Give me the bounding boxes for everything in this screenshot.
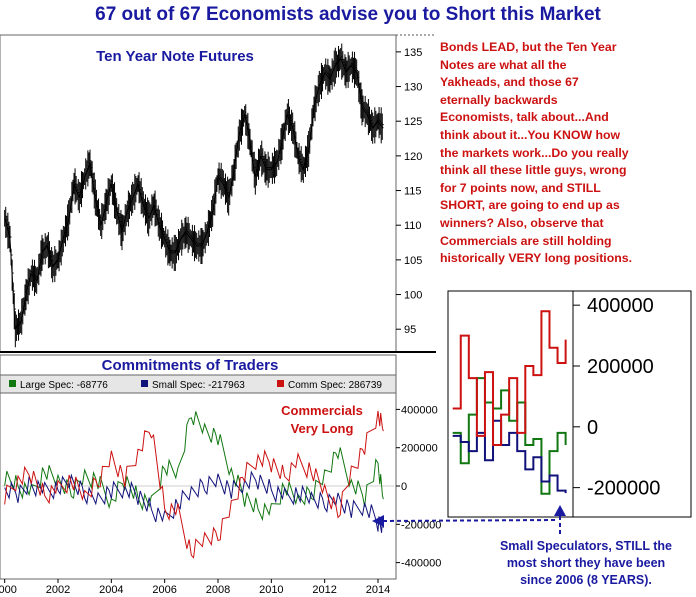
commentary-text: Bonds LEAD, but the Ten Year Notes are w… xyxy=(440,39,696,268)
commentary-line: SHORT, are going to end up as xyxy=(440,198,620,213)
commentary-line: Bonds LEAD, but the Ten Year xyxy=(440,40,617,54)
price-series-line xyxy=(4,57,384,331)
commercials-line-2: Very Long xyxy=(290,421,354,436)
legend-swatch-small-spec xyxy=(141,380,148,387)
price-ytick-label: 110 xyxy=(404,220,422,232)
small-spec-line-3: since 2006 (8 YEARS). xyxy=(520,573,652,587)
cot-series-comm-spec xyxy=(4,410,384,559)
price-ytick-label: 130 xyxy=(404,82,422,94)
commentary-line: think about it...You KNOW how xyxy=(440,127,621,142)
commentary-line: winners? Also, observe that xyxy=(440,215,604,230)
arrow-to-inset xyxy=(554,505,566,534)
inset-ytick-label: 200000 xyxy=(587,356,654,378)
legend-large-spec: Large Spec: -68776 xyxy=(20,380,108,391)
commercials-line-1: Commercials xyxy=(281,403,363,418)
inset-ytick-label: 400000 xyxy=(587,295,654,317)
commentary-line: Commercials are still holding xyxy=(440,233,612,248)
commentary-line: Notes are what all the xyxy=(440,57,567,72)
cot-xtick-label: 2012 xyxy=(312,584,336,596)
price-ytick-label: 105 xyxy=(404,255,422,267)
cot-chart: -400000 -200000 0 200000 400000 2000 2002 2004 2… xyxy=(0,404,441,596)
commentary-line: Economists, talk about...And xyxy=(440,110,609,125)
commentary-line: the markets work...Do you really xyxy=(440,145,629,160)
commentary-line: eternally backwards xyxy=(440,92,558,107)
cot-xtick-label: 2010 xyxy=(259,584,283,596)
commercials-annotation: Commercials Very Long xyxy=(262,402,382,438)
price-ytick-label: 120 xyxy=(404,151,422,163)
cot-legend: Large Spec: -68776 Small Spec: -217963 C… xyxy=(9,380,382,391)
cot-panel-title: Commitments of Traders xyxy=(102,357,279,374)
cot-xtick-label: 2006 xyxy=(152,584,176,596)
inset-series-small-spec xyxy=(452,419,567,494)
price-ytick-label: 125 xyxy=(404,116,422,128)
inset-ytick-label: -200000 xyxy=(587,478,660,500)
commentary-line: historically VERY long positions. xyxy=(440,251,633,266)
arrow-to-main xyxy=(372,515,556,527)
cot-ytick-label: 200000 xyxy=(401,443,438,455)
legend-small-spec: Small Spec: -217963 xyxy=(152,380,245,391)
page-title: 67 out of 67 Economists advise you to Sh… xyxy=(95,4,601,25)
small-spec-line-2: most short they have been xyxy=(506,556,666,570)
cot-xtick-label: 2008 xyxy=(206,584,230,596)
commentary-line: think all these little guys, wrong xyxy=(440,163,627,178)
price-ytick-label: 115 xyxy=(404,186,422,198)
price-ytick-label: 95 xyxy=(404,324,416,336)
cot-xtick-label: 2002 xyxy=(46,584,70,596)
inset-ytick-label: 0 xyxy=(587,417,598,439)
small-spec-annotation: Small Speculators, STILL the most short … xyxy=(476,538,696,589)
cot-ytick-label: 0 xyxy=(401,481,407,493)
cot-ytick-label: -400000 xyxy=(401,558,441,570)
cot-xtick-label: 2000 xyxy=(0,584,17,596)
commentary-line: for 7 points now, and STILL xyxy=(440,180,601,195)
legend-swatch-comm-spec xyxy=(277,380,284,387)
commentary-line: Yakheads, and those 67 xyxy=(440,75,579,90)
cot-xtick-label: 2014 xyxy=(366,584,390,596)
legend-swatch-large-spec xyxy=(9,380,16,387)
price-panel-title: Ten Year Note Futures xyxy=(96,48,254,65)
price-chart: 95 100 105 110 115 120 125 130 135 xyxy=(4,43,422,348)
inset-cot-chart: -200000 0 200000 400000 xyxy=(452,295,660,500)
legend-comm-spec: Comm Spec: 286739 xyxy=(288,380,382,391)
price-ytick-label: 100 xyxy=(404,290,422,302)
cot-ytick-label: -200000 xyxy=(401,519,441,531)
inset-series-comm-spec xyxy=(452,310,567,447)
cot-xtick-label: 2004 xyxy=(99,584,123,596)
chart-frames xyxy=(0,34,692,580)
small-spec-line-1: Small Speculators, STILL the xyxy=(499,539,673,553)
cot-ytick-label: 400000 xyxy=(401,404,438,416)
cot-series-small-spec xyxy=(4,470,384,533)
price-ytick-label: 135 xyxy=(404,47,422,59)
